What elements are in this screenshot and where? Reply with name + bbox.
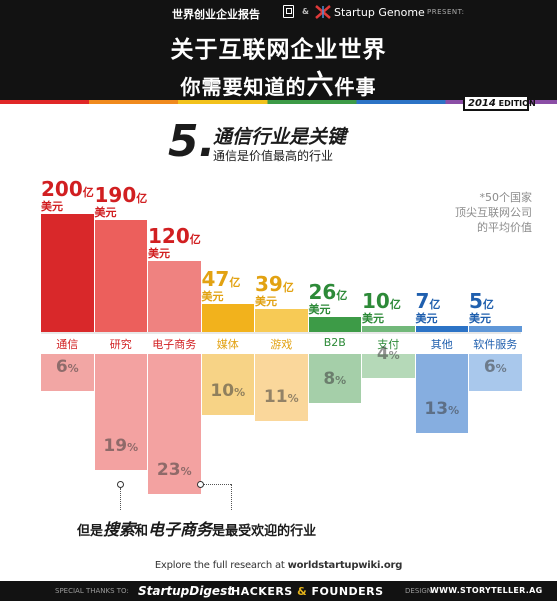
category-label: 通信: [56, 338, 79, 351]
sponsor-startupdigest: StartupDigest: [138, 584, 233, 598]
edition-label: EDITION: [498, 99, 536, 108]
section-title: 通信行业是关键: [213, 126, 347, 148]
sponsor2-a: HACKERS: [231, 585, 293, 598]
startup-genome-logo-icon: [315, 5, 331, 19]
value-label: 26亿 美元: [308, 279, 348, 316]
sponsor-hackers-founders: HACKERS & FOUNDERS: [231, 585, 384, 598]
percent-bar: [362, 354, 415, 379]
value-bar: [148, 261, 201, 332]
footer-bar: SPECIAL THANKS TO: StartupDigest HACKERS…: [0, 581, 557, 601]
edition-year: 2014: [468, 98, 496, 109]
category-label: 软件服务: [473, 338, 518, 351]
percent-bar: [148, 354, 201, 494]
main-title-line1: 关于互联网企业世界: [170, 37, 387, 63]
category-label: 媒体: [216, 338, 239, 351]
publisher-name: 世界创业企业报告: [172, 8, 260, 21]
title-part-a: 你需要知道的: [180, 75, 307, 99]
percent-label: 19%: [103, 435, 139, 456]
category-label: 游戏: [270, 338, 293, 351]
book-icon: [283, 5, 294, 18]
amp-sign: &: [302, 7, 309, 16]
category-label: 电子商务: [152, 338, 197, 351]
value-label: 200亿 美元: [41, 177, 94, 213]
value-label: 7亿 美元: [415, 289, 441, 325]
percent-bar: [308, 354, 361, 403]
percent-label: 10%: [210, 380, 246, 401]
callout-hline-ecommerce: [204, 484, 231, 485]
header-banner: 世界创业企业报告 & Startup Genome PRESENT: 关于互联网…: [0, 0, 557, 102]
percent-bar: [94, 354, 147, 470]
callout-dot-ecommerce: [197, 481, 204, 488]
percent-label: 13%: [424, 399, 460, 420]
percent-label: 4%: [376, 344, 400, 365]
value-label: 39亿 美元: [255, 271, 294, 308]
note-text: *50个国家 顶尖互联网公司 的平均价值: [455, 191, 532, 234]
partner-name: Startup Genome: [334, 6, 425, 19]
value-bar: [308, 316, 361, 332]
callout-text: 但是搜索和电子商务是最受欢迎的行业: [77, 516, 316, 540]
rainbow-stripe: [0, 100, 557, 104]
callout-line-research: [120, 488, 121, 510]
edition-badge: 2014 EDITION: [463, 95, 536, 111]
percent-label: 6%: [55, 356, 79, 377]
percent-bar: [415, 354, 468, 434]
percent-label: 23%: [156, 460, 192, 480]
brand-line: 世界创业企业报告 & Startup Genome PRESENT:: [0, 4, 557, 22]
design-site[interactable]: WWW.STORYTELLER.AG: [430, 586, 543, 595]
baseline-divider: [41, 332, 521, 334]
main-title-line2: 你需要知道的六件事: [0, 63, 557, 102]
callout-suffix: 是最受欢迎的行业: [212, 524, 317, 539]
percent-label: 8%: [323, 368, 347, 389]
value-bar: [94, 219, 147, 332]
explore-text: Explore the full research at: [154, 560, 285, 571]
value-bar: [255, 308, 308, 332]
callout-em-search: 搜索: [103, 520, 136, 539]
title-part-big: 六: [306, 70, 335, 101]
title-part-b: 件事: [334, 75, 377, 99]
callout-em-ecommerce: 电子商务: [148, 520, 213, 539]
callout-prefix: 但是: [77, 524, 104, 539]
percent-bar: [469, 354, 522, 391]
footnote-note: *50个国家 顶尖互联网公司 的平均价值: [420, 190, 532, 235]
value-label: 5亿 美元: [469, 289, 494, 325]
section-subtitle: 通信是价值最高的行业: [213, 149, 334, 163]
sponsor2-amp: &: [297, 585, 308, 598]
value-bar: [469, 326, 522, 332]
category-label: B2B: [323, 336, 346, 349]
thanks-label: SPECIAL THANKS TO:: [55, 587, 129, 595]
value-bar: [41, 214, 94, 332]
callout-dot-research: [117, 481, 124, 488]
category-label: 研究: [109, 338, 132, 351]
value-bar: [415, 326, 468, 332]
percent-label: 6%: [483, 356, 507, 377]
category-label: 支付: [377, 338, 400, 351]
percent-bar: [255, 354, 308, 421]
value-bar: [201, 304, 254, 332]
design-label: DESIGN:: [405, 587, 435, 595]
callout-mid: 和: [135, 524, 149, 539]
value-label: 190亿 美元: [94, 182, 148, 219]
value-bar: [362, 326, 415, 332]
percent-label: 11%: [263, 386, 299, 407]
callout-line-ecommerce: [231, 484, 232, 510]
explore-line: Explore the full research at worldstartu…: [0, 560, 557, 571]
value-label: 47亿 美元: [201, 267, 241, 304]
explore-url[interactable]: worldstartupwiki.org: [287, 560, 403, 571]
percent-bar: [201, 354, 254, 415]
value-label: 120亿 美元: [148, 224, 201, 261]
section-number: 5.: [168, 116, 216, 167]
category-label: 其他: [430, 338, 453, 351]
present-label: PRESENT:: [427, 8, 465, 16]
sponsor2-b: FOUNDERS: [311, 585, 384, 598]
percent-bar: [41, 354, 94, 391]
value-label: 10亿 美元: [362, 289, 401, 325]
